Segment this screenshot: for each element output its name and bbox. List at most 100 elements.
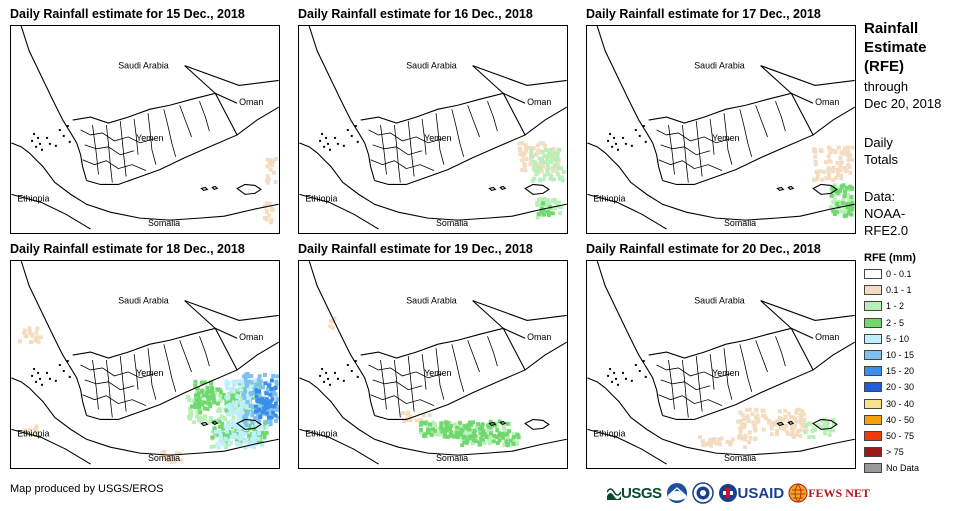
panel-title: Daily Rainfall estimate for 20 Dec., 201… bbox=[586, 242, 821, 256]
rain-cell bbox=[498, 433, 503, 438]
legend-label: No Data bbox=[886, 463, 920, 474]
rain-cell bbox=[832, 193, 837, 198]
rain-cell bbox=[408, 418, 413, 423]
map-label-somalia: Somalia bbox=[148, 453, 180, 463]
rain-cell bbox=[241, 393, 246, 397]
rain-cell bbox=[550, 206, 555, 211]
sidebar-daily: Daily bbox=[864, 135, 893, 150]
rain-cell bbox=[834, 175, 839, 180]
rain-cell bbox=[710, 440, 715, 445]
rain-cell bbox=[238, 436, 243, 441]
rain-cell bbox=[260, 385, 265, 390]
rain-cell bbox=[517, 141, 522, 146]
rain-cell bbox=[742, 425, 747, 429]
rain-cell bbox=[195, 386, 200, 391]
rain-cell bbox=[839, 160, 844, 165]
rain-cell bbox=[476, 424, 481, 429]
rain-cell bbox=[273, 386, 278, 391]
rain-cell bbox=[236, 403, 241, 407]
rain-cell bbox=[743, 433, 748, 438]
rain-cell bbox=[779, 425, 784, 430]
rain-cell bbox=[234, 437, 239, 442]
rain-cell bbox=[173, 456, 178, 461]
rain-cell bbox=[211, 397, 216, 402]
island-dot bbox=[346, 364, 349, 366]
rain-cell bbox=[555, 156, 560, 161]
island-dot bbox=[354, 360, 357, 363]
sidebar-data-source1: NOAA- bbox=[864, 206, 906, 221]
border-line bbox=[499, 420, 507, 426]
island-dot bbox=[644, 375, 647, 378]
rain-cell bbox=[700, 439, 705, 444]
border-line bbox=[760, 300, 855, 321]
rain-cell bbox=[264, 208, 269, 213]
border-line bbox=[11, 193, 91, 230]
island-dot bbox=[607, 374, 610, 377]
rain-cell bbox=[199, 380, 204, 385]
rain-cell bbox=[244, 423, 249, 428]
admin-boundary bbox=[487, 101, 498, 132]
rain-cell bbox=[219, 395, 224, 400]
rain-cell bbox=[252, 445, 257, 450]
rain-cell bbox=[213, 434, 218, 439]
rain-cell bbox=[162, 449, 167, 454]
admin-boundary bbox=[739, 344, 753, 392]
border-line bbox=[488, 186, 497, 192]
rain-cell bbox=[467, 420, 472, 425]
rain-cell bbox=[756, 419, 761, 424]
rain-cell bbox=[34, 430, 39, 435]
rain-cell bbox=[839, 209, 844, 214]
border-line bbox=[374, 341, 567, 421]
island-dot bbox=[356, 140, 359, 143]
rain-cell bbox=[262, 373, 267, 377]
rain-cell bbox=[753, 437, 758, 442]
rain-cell bbox=[445, 435, 450, 439]
rain-cell bbox=[276, 415, 279, 420]
rain-cell bbox=[477, 440, 482, 445]
rain-cell bbox=[784, 429, 789, 434]
rain-cell bbox=[846, 193, 851, 198]
rain-cell bbox=[820, 177, 825, 182]
rain-cell bbox=[541, 164, 546, 169]
border-line bbox=[596, 261, 664, 416]
rain-cell bbox=[826, 145, 831, 150]
rain-cell bbox=[541, 177, 546, 182]
island-dot bbox=[33, 132, 36, 135]
rain-cell bbox=[842, 205, 847, 210]
rain-cell bbox=[552, 162, 557, 167]
rain-cell bbox=[332, 316, 337, 321]
rain-cell bbox=[408, 415, 413, 420]
rain-cell bbox=[419, 418, 424, 423]
border-line bbox=[11, 428, 91, 465]
border-line bbox=[787, 420, 795, 426]
rain-cell bbox=[429, 432, 434, 437]
rain-cell bbox=[532, 176, 537, 181]
rain-cell bbox=[217, 430, 222, 435]
rain-cell bbox=[29, 340, 34, 344]
rain-cell bbox=[234, 435, 239, 440]
rain-cell bbox=[818, 148, 823, 153]
rain-cell bbox=[535, 166, 540, 171]
rain-cell bbox=[548, 159, 553, 164]
rain-cell bbox=[480, 422, 485, 427]
rain-cell bbox=[753, 415, 758, 420]
rain-cell bbox=[546, 172, 551, 177]
rain-cell bbox=[223, 436, 228, 441]
rain-cell bbox=[249, 395, 254, 400]
rain-cell bbox=[209, 444, 214, 449]
legend-label: 0.1 - 1 bbox=[886, 285, 912, 296]
rain-cell bbox=[709, 437, 714, 442]
rain-cell bbox=[202, 406, 207, 411]
rain-cell bbox=[772, 422, 777, 427]
admin-boundary bbox=[421, 119, 427, 155]
rain-cell bbox=[328, 324, 333, 329]
rain-cell bbox=[529, 151, 534, 156]
border-line bbox=[524, 183, 550, 195]
border-line bbox=[472, 300, 567, 321]
island-dot bbox=[624, 142, 627, 145]
rain-cell bbox=[738, 429, 743, 434]
rain-cell bbox=[538, 166, 543, 171]
rain-cell bbox=[264, 411, 269, 416]
island-dot bbox=[319, 374, 322, 377]
rain-cell bbox=[829, 193, 834, 198]
